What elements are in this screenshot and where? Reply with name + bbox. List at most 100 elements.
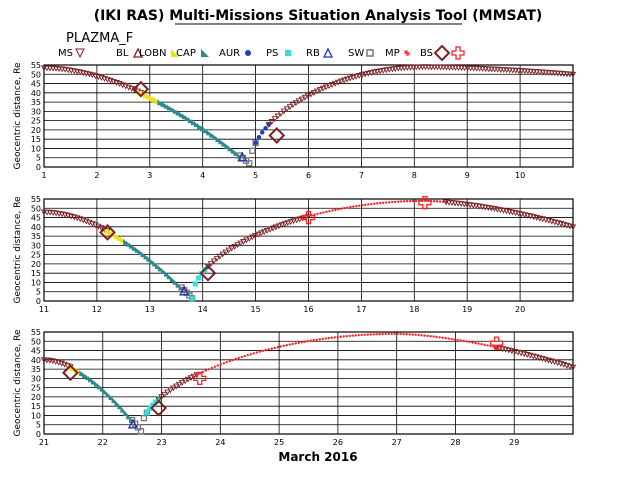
- x-tick-label: 15: [251, 305, 261, 314]
- sw-point: [210, 366, 214, 370]
- ms-point: [222, 249, 229, 256]
- sw-point: [321, 337, 324, 341]
- sw-point: [351, 334, 354, 337]
- sw-point: [219, 363, 223, 366]
- x-tick-label: 9: [465, 171, 470, 180]
- trajectory-cap: [157, 99, 243, 159]
- sw-point: [394, 200, 397, 204]
- ms-point: [240, 239, 247, 245]
- sw-point: [438, 200, 442, 203]
- sw-point: [294, 342, 297, 345]
- sw-point: [381, 332, 384, 336]
- sw-point: [414, 333, 417, 336]
- sw-point: [402, 200, 406, 203]
- trajectory: [40, 332, 577, 435]
- legend-label-aur: AUR: [219, 48, 240, 59]
- sw-point: [366, 333, 369, 336]
- figure-title: (IKI RAS) Multi-Missions Situation Analy…: [94, 8, 543, 24]
- sw-point: [246, 160, 253, 167]
- sw-point: [306, 340, 309, 343]
- y-tick-label: 30: [31, 374, 41, 383]
- sw-point: [379, 201, 382, 205]
- y-tick-label: 0: [36, 430, 41, 439]
- sw-point: [429, 335, 432, 338]
- ms-point: [161, 391, 168, 398]
- ms-point: [343, 76, 351, 83]
- sw-point: [342, 335, 345, 338]
- sw-point: [319, 212, 322, 215]
- sw-point: [375, 333, 378, 336]
- cap-point: [125, 240, 132, 247]
- sw-point: [345, 334, 348, 338]
- ms-point: [237, 240, 244, 247]
- legend-label-bs: BS: [420, 48, 433, 59]
- y-tick-label: 30: [31, 241, 41, 250]
- sw-point: [483, 343, 486, 347]
- sw-point: [435, 200, 439, 203]
- x-tick-label: 16: [303, 305, 313, 314]
- sw-point: [471, 341, 474, 344]
- ms-point: [328, 82, 336, 88]
- ms-point: [178, 380, 186, 386]
- sw-point: [258, 350, 261, 353]
- sw-point: [477, 342, 480, 345]
- y-tick-label: 40: [31, 223, 41, 232]
- sw-point: [414, 199, 418, 203]
- ms-point: [413, 64, 420, 71]
- legend-marker-sw: [366, 49, 374, 57]
- ms-point: [269, 225, 277, 232]
- ms-point: [268, 119, 276, 125]
- mission-label: PLAZMA_F: [66, 31, 133, 46]
- sw-point: [390, 332, 393, 336]
- panel-frame: [43, 331, 574, 435]
- ms-point: [187, 375, 195, 382]
- aur-point: [260, 130, 265, 135]
- ms-point: [249, 234, 256, 241]
- sw-point: [327, 336, 330, 340]
- sw-point: [228, 359, 231, 363]
- sw-point: [243, 354, 246, 358]
- sw-point: [246, 353, 249, 357]
- sw-point: [358, 204, 361, 207]
- ms-point: [219, 251, 227, 258]
- y-tick-label: 5: [36, 288, 41, 297]
- sw-point: [456, 338, 459, 342]
- sw-point: [324, 337, 327, 340]
- sw-point: [432, 199, 436, 203]
- ms-point: [283, 106, 291, 113]
- y-tick-label: 10: [31, 144, 41, 153]
- ms-point: [213, 256, 221, 262]
- legend-marker-mp-plus: [451, 46, 465, 60]
- sw-point: [270, 347, 273, 350]
- sw-point: [408, 199, 412, 203]
- sw-point: [307, 215, 310, 218]
- sw-point: [355, 204, 358, 208]
- trajectory-ms: [442, 199, 577, 231]
- sw-point: [334, 208, 337, 212]
- ms-point: [155, 396, 162, 403]
- ms-point: [307, 91, 315, 98]
- bs-crossing: [99, 223, 116, 241]
- mp-crossing: [489, 336, 504, 350]
- x-tick-label: 22: [98, 438, 108, 447]
- legend-marker-ps: [285, 50, 291, 56]
- sw-point: [282, 344, 285, 348]
- sw-point: [423, 334, 426, 337]
- ms-point: [376, 68, 384, 75]
- sw-point: [387, 332, 390, 336]
- ms-point: [322, 84, 330, 91]
- sw-point: [399, 332, 402, 336]
- ms-point: [252, 233, 259, 240]
- ms-point: [398, 65, 405, 72]
- sw-point: [462, 339, 465, 343]
- sw-point: [339, 335, 342, 338]
- y-tick-label: 50: [31, 337, 41, 346]
- y-tick-label: 15: [31, 269, 41, 278]
- sw-point: [441, 336, 444, 339]
- sw-point: [382, 201, 385, 204]
- ps-point: [147, 406, 153, 412]
- sw-point: [468, 340, 471, 344]
- x-tick-label: 12: [92, 305, 102, 314]
- sw-point: [331, 209, 334, 212]
- y-tick-label: 25: [31, 117, 41, 126]
